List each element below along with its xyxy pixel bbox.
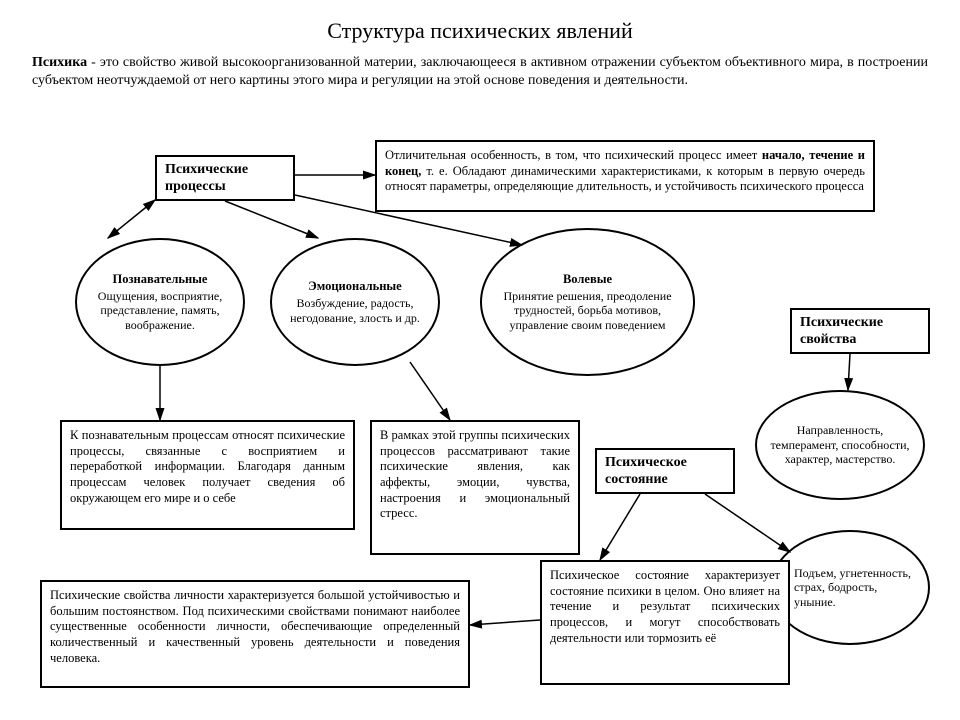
state-ellipse-text: Подъем, угнетенность, страх, бодрость, у… bbox=[794, 566, 918, 609]
definition-text: - это свойство живой высокоорганизованно… bbox=[32, 55, 928, 88]
node-volitional-circle: Волевые Принятие решения, преодоление тр… bbox=[480, 228, 695, 376]
node-emotional-circle: Эмоциональные Возбуждение, радость, него… bbox=[270, 238, 440, 366]
cognitive-body: Ощущения, восприятие, представление, пам… bbox=[98, 289, 222, 332]
node-emotional-note: В рамках этой группы психических процесс… bbox=[370, 420, 580, 555]
node-state-description: Психическое состояние характеризует сост… bbox=[540, 560, 790, 685]
diagram-canvas: Структура психических явлений Психика - … bbox=[0, 0, 960, 720]
properties-ellipse-text: Направленность, темперамент, способности… bbox=[767, 423, 913, 466]
definition-term: Психика bbox=[32, 55, 87, 70]
volitional-body: Принятие решения, преодоление трудностей… bbox=[503, 289, 671, 332]
node-cognitive-circle: Познавательные Ощущения, восприятие, пре… bbox=[75, 238, 245, 366]
node-state-ellipse: Подъем, угнетенность, страх, бодрость, у… bbox=[770, 530, 930, 645]
emotional-body: Возбуждение, радость, негодование, злост… bbox=[290, 296, 420, 324]
node-processes: Психические процессы bbox=[155, 155, 295, 201]
node-properties-ellipse: Направленность, темперамент, способности… bbox=[755, 390, 925, 500]
node-properties: Психические свойства bbox=[790, 308, 930, 354]
page-title: Структура психических явлений bbox=[0, 18, 960, 44]
cognitive-head: Познавательные bbox=[87, 272, 233, 287]
definition-paragraph: Психика - это свойство живой высокоорган… bbox=[32, 54, 928, 89]
node-cognitive-note: К познавательным процессам относят психи… bbox=[60, 420, 355, 530]
processes-desc-pre: Отличительная особенность, в том, что пс… bbox=[385, 148, 762, 162]
node-processes-description: Отличительная особенность, в том, что пс… bbox=[375, 140, 875, 212]
node-state: Психическое состояние bbox=[595, 448, 735, 494]
node-properties-description: Психические свойства личности характериз… bbox=[40, 580, 470, 688]
emotional-head: Эмоциональные bbox=[282, 279, 428, 294]
volitional-head: Волевые bbox=[492, 272, 683, 287]
processes-desc-post: т. е. Обладают динамическими характерист… bbox=[385, 164, 865, 194]
